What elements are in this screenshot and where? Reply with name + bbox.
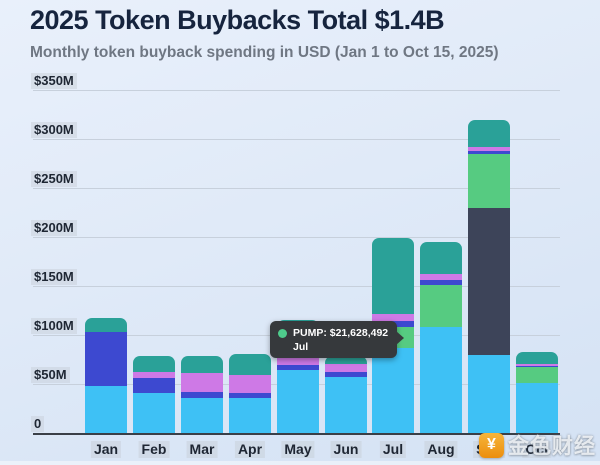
y-axis-label-0M: 0 — [31, 416, 45, 432]
y-axis-label-300M: $300M — [31, 122, 77, 138]
bar-segment-purple-token-jul[interactable] — [372, 313, 414, 321]
x-axis-label-mar: Mar — [186, 441, 218, 458]
page-title: 2025 Token Buybacks Total $1.4B — [30, 5, 445, 35]
x-axis-label-jan: Jan — [90, 441, 122, 458]
y-axis-label-100M: $100M — [31, 318, 77, 334]
y-axis-label-250M: $250M — [31, 171, 77, 187]
bar-segment-blue-token-jun[interactable] — [325, 372, 367, 378]
bar-segment-purple-token-sep[interactable] — [468, 146, 510, 151]
bottom-edge-strip — [0, 461, 600, 465]
bar-segment-teal-token-aug[interactable] — [420, 241, 462, 275]
watermark-text: 金色财经 — [508, 435, 596, 458]
jinse-watermark: ¥ 金色财经 — [479, 430, 596, 460]
y-axis-label-200M: $200M — [31, 220, 77, 236]
x-axis-label-aug: Aug — [424, 441, 458, 458]
bar-segment-purple-token-aug[interactable] — [420, 274, 462, 281]
bar-segment-purple-token-apr[interactable] — [229, 375, 271, 393]
gridline-250M — [33, 188, 560, 189]
bar-segment-blue-token-apr[interactable] — [229, 392, 271, 398]
bar-segment-green-token-PUMP-aug[interactable] — [420, 285, 462, 328]
bar-segment-lightblue-token-jul[interactable] — [372, 347, 414, 433]
bar-segment-lightblue-token-oct[interactable] — [516, 383, 558, 433]
coin-icon: ¥ — [479, 432, 504, 458]
gridline-150M — [33, 286, 560, 287]
x-axis-label-jul: Jul — [379, 441, 407, 458]
bar-feb[interactable] — [133, 355, 175, 433]
bar-segment-lightblue-token-jun[interactable] — [325, 377, 367, 433]
bar-segment-teal-token-mar[interactable] — [181, 355, 223, 374]
x-axis-label-may: May — [281, 441, 315, 458]
bar-jan[interactable] — [85, 318, 127, 433]
bar-segment-lightblue-token-apr[interactable] — [229, 397, 271, 433]
bar-segment-blue-token-oct[interactable] — [516, 366, 558, 368]
bar-segment-purple-token-oct[interactable] — [516, 364, 558, 367]
chart-tooltip: PUMP: $21,628,492 Jul — [270, 321, 405, 358]
bar-segment-teal-token-apr[interactable] — [229, 353, 271, 376]
gridline-350M — [33, 90, 560, 91]
bar-segment-blue-token-sep[interactable] — [468, 150, 510, 154]
chart-subtitle: Monthly token buyback spending in USD (J… — [30, 44, 499, 61]
gridline-300M — [33, 139, 560, 140]
bar-segment-purple-token-jun[interactable] — [325, 364, 367, 373]
tooltip-value: PUMP: $21,628,492 — [293, 327, 389, 339]
tooltip-month: Jul — [293, 341, 309, 353]
bar-aug[interactable] — [420, 241, 462, 433]
bar-segment-purple-token-feb[interactable] — [133, 372, 175, 379]
bar-segment-purple-token-mar[interactable] — [181, 373, 223, 392]
bar-segment-lightblue-token-jan[interactable] — [85, 385, 127, 433]
gridline-200M — [33, 237, 560, 238]
bar-segment-blue-token-feb[interactable] — [133, 378, 175, 393]
bar-mar[interactable] — [181, 355, 223, 433]
tooltip-value-row: PUMP: $21,628,492 — [278, 327, 388, 339]
y-axis-label-50M: $50M — [31, 367, 70, 383]
bar-segment-teal-token-sep[interactable] — [468, 120, 510, 147]
bar-segment-lightblue-token-sep[interactable] — [468, 354, 510, 433]
bar-segment-teal-token-jul[interactable] — [372, 238, 414, 314]
bar-segment-teal-token-jun[interactable] — [325, 355, 367, 365]
bar-segment-lightblue-token-mar[interactable] — [181, 397, 223, 433]
x-axis-label-feb: Feb — [138, 441, 170, 458]
x-axis-label-apr: Apr — [234, 441, 266, 458]
bar-segment-blue-token-aug[interactable] — [420, 280, 462, 285]
bar-segment-lightblue-token-may[interactable] — [277, 370, 319, 433]
bar-segment-lightblue-token-aug[interactable] — [420, 327, 462, 433]
bar-sep[interactable] — [468, 120, 510, 433]
bar-jun[interactable] — [325, 355, 367, 433]
bar-segment-darknavy-token-sep[interactable] — [468, 207, 510, 355]
bar-segment-teal-token-jan[interactable] — [85, 318, 127, 333]
bar-apr[interactable] — [229, 353, 271, 433]
bar-segment-blue-token-mar[interactable] — [181, 391, 223, 398]
bar-segment-green-token-PUMP-oct[interactable] — [516, 367, 558, 383]
bar-oct[interactable] — [516, 351, 558, 433]
bar-segment-purple-token-may[interactable] — [277, 357, 319, 366]
x-axis-label-jun: Jun — [330, 441, 362, 458]
bar-segment-lightblue-token-feb[interactable] — [133, 392, 175, 433]
y-axis-label-150M: $150M — [31, 269, 77, 285]
bar-segment-teal-token-oct[interactable] — [516, 351, 558, 365]
bar-segment-teal-token-feb[interactable] — [133, 355, 175, 373]
x-axis-line — [33, 433, 560, 435]
bar-segment-blue-token-jan[interactable] — [85, 332, 127, 386]
pump-series-dot-icon — [278, 328, 287, 338]
bar-segment-green-token-PUMP-sep[interactable] — [468, 153, 510, 208]
x-axis-label-oct: Oct — [522, 441, 552, 458]
y-axis-label-350M: $350M — [31, 73, 77, 89]
bar-segment-blue-token-may[interactable] — [277, 365, 319, 371]
